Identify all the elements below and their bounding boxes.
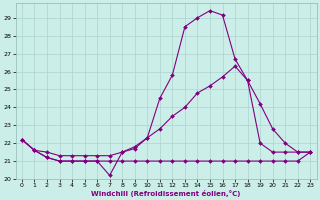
X-axis label: Windchill (Refroidissement éolien,°C): Windchill (Refroidissement éolien,°C) — [92, 190, 241, 197]
